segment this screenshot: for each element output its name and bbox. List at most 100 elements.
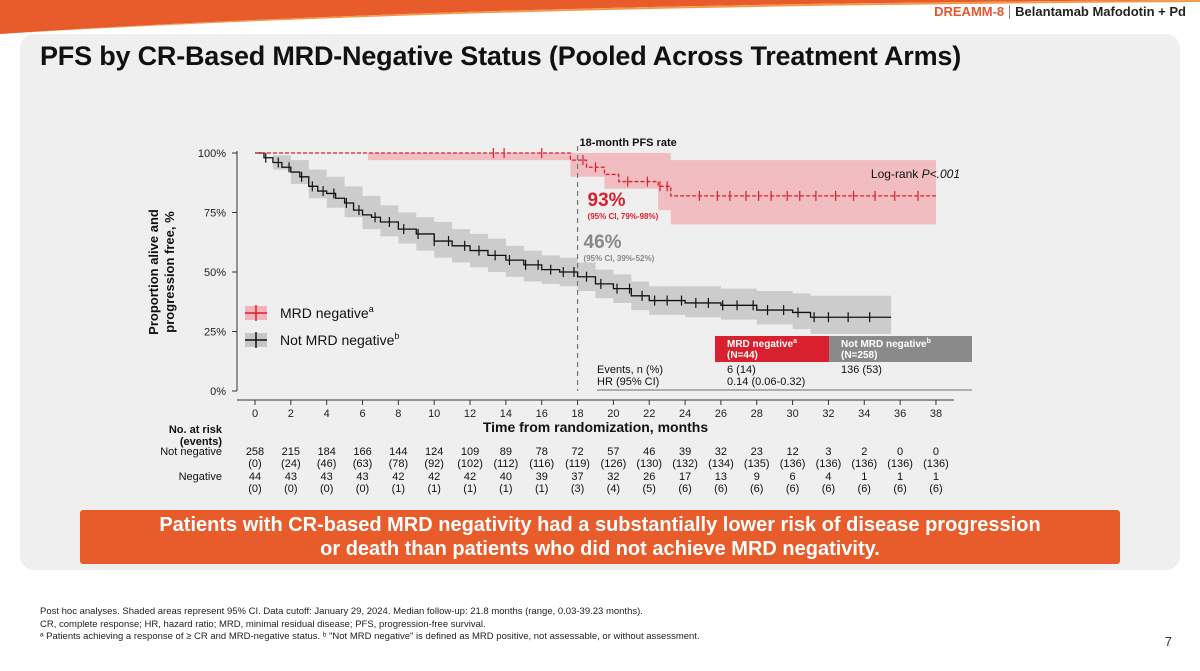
page-title: PFS by CR-Based MRD-Negative Status (Poo… xyxy=(40,41,962,71)
x-tick-label: 10 xyxy=(428,408,440,420)
footnote-2: CR, complete response; HR, hazard ratio;… xyxy=(40,618,486,630)
x-axis-label: Time from randomization, months xyxy=(483,419,709,435)
risk-event-cell: (6) xyxy=(821,483,836,495)
x-tick-label: 30 xyxy=(786,408,798,420)
risk-cell: 109 xyxy=(460,446,480,458)
risk-cell: 1 xyxy=(861,471,868,483)
stats-row-label: Events, n (%) xyxy=(597,364,663,376)
x-tick-label: 28 xyxy=(751,408,763,420)
risk-event-cell: (6) xyxy=(714,483,728,495)
ci-band-not-mrd-negative xyxy=(255,153,892,334)
risk-event-cell: (3) xyxy=(570,483,585,495)
risk-event-cell: (1) xyxy=(463,483,477,495)
risk-label-negative: Negative xyxy=(178,471,222,483)
x-tick-label: 6 xyxy=(359,408,365,420)
risk-cell: 9 xyxy=(753,471,760,483)
brand-header: DREAMM-8 Belantamab Mafodotin + Pd xyxy=(934,4,1186,19)
risk-heading: No. at risk (events) xyxy=(168,424,222,448)
landmark-label: 18-month PFS rate xyxy=(580,137,677,149)
landmark-ci-not-mrd-negative: (95% CI, 39%-52%) xyxy=(584,254,655,263)
risk-event-cell: (102) xyxy=(457,458,483,470)
stats-header-0 xyxy=(715,336,829,362)
risk-label-not-negative: Not negative xyxy=(160,446,222,458)
risk-cell: 144 xyxy=(389,446,408,458)
risk-event-cell: (6) xyxy=(893,483,907,495)
risk-event-cell: (126) xyxy=(600,458,627,470)
x-tick-label: 8 xyxy=(395,408,401,420)
x-tick-label: 0 xyxy=(252,408,258,420)
stats-row-label: HR (95% CI) xyxy=(597,376,659,388)
x-tick-label: 20 xyxy=(607,408,619,420)
y-tick-label: 0% xyxy=(210,386,226,398)
risk-event-cell: (130) xyxy=(636,458,663,470)
risk-event-cell: (1) xyxy=(534,483,549,495)
risk-cell: 42 xyxy=(392,471,405,483)
risk-cell: 12 xyxy=(786,446,799,458)
risk-cell: 42 xyxy=(428,471,441,483)
risk-cell: 23 xyxy=(750,446,763,458)
x-tick-label: 38 xyxy=(930,408,942,420)
x-tick-label: 2 xyxy=(288,408,294,420)
content-panel xyxy=(20,34,1180,570)
risk-cell: 17 xyxy=(678,471,692,483)
x-tick-label: 32 xyxy=(822,408,834,420)
banner-line-2: or death than patients who did not achie… xyxy=(320,538,880,560)
x-tick-label: 4 xyxy=(324,408,330,420)
risk-event-cell: (6) xyxy=(785,483,800,495)
page-number: 7 xyxy=(1164,634,1172,649)
risk-event-cell: (6) xyxy=(678,483,692,495)
risk-cell: 4 xyxy=(825,471,832,483)
conclusion-banner: Patients with CR-based MRD negativity ha… xyxy=(80,510,1120,564)
y-tick-label: 25% xyxy=(204,327,226,339)
risk-cell: 39 xyxy=(535,471,548,483)
landmark-rate-not-mrd-negative: 46% xyxy=(584,232,622,253)
risk-event-cell: (63) xyxy=(352,458,373,470)
risk-event-cell: (136) xyxy=(887,458,913,470)
banner-line-1: Patients with CR-based MRD negativity ha… xyxy=(159,514,1041,536)
risk-cell: 72 xyxy=(571,446,584,458)
risk-cell: 43 xyxy=(284,471,297,483)
risk-cell: 184 xyxy=(317,446,336,458)
y-tick-label: 75% xyxy=(204,208,226,220)
risk-cell: 46 xyxy=(643,446,656,458)
study-name: DREAMM-8 xyxy=(934,4,1005,19)
risk-cell: 40 xyxy=(499,471,512,483)
risk-cell: 57 xyxy=(607,446,620,458)
x-tick-label: 36 xyxy=(894,408,906,420)
curve-mrd-negative xyxy=(255,152,936,197)
risk-event-cell: (1) xyxy=(391,483,406,495)
risk-event-cell: (6) xyxy=(929,483,943,495)
risk-event-cell: (0) xyxy=(248,458,262,470)
x-tick-label: 26 xyxy=(715,408,727,420)
landmark-rate-mrd-negative: 93% xyxy=(588,190,626,211)
risk-cell: 43 xyxy=(320,471,333,483)
stats-header-1 xyxy=(829,336,972,362)
x-tick-label: 16 xyxy=(536,408,548,420)
stats-value: 6 (14) xyxy=(727,364,756,376)
risk-event-cell: (134) xyxy=(708,458,734,470)
ci-band-mrd-negative xyxy=(255,153,936,225)
x-tick-label: 22 xyxy=(643,408,655,420)
stats-header-label: MRD negativea xyxy=(727,338,797,350)
risk-cell: 3 xyxy=(825,446,832,458)
risk-event-cell: (0) xyxy=(319,483,334,495)
legend-label: MRD negativea xyxy=(280,304,374,321)
risk-cell: 1 xyxy=(897,471,904,483)
y-tick-label: 100% xyxy=(198,148,226,160)
risk-event-cell: (0) xyxy=(355,483,370,495)
risk-cell: 0 xyxy=(897,446,904,458)
risk-cell: 13 xyxy=(714,471,728,483)
curve-not-mrd-negative xyxy=(255,152,892,318)
risk-event-cell: (1) xyxy=(427,483,441,495)
km-chart: 0%25%50%75%100%0 2 4 6 8 10 12 14 16 18 20 22 24 26 28… xyxy=(146,137,972,435)
risk-event-cell: (5) xyxy=(642,483,656,495)
risk-event-cell: (24) xyxy=(281,458,301,470)
risk-event-cell: (0) xyxy=(248,483,262,495)
risk-event-cell: (132) xyxy=(672,458,698,470)
x-tick-label: 24 xyxy=(679,408,691,420)
risk-event-cell: (136) xyxy=(815,458,842,470)
risk-event-cell: (136) xyxy=(779,458,806,470)
risk-event-cell: (0) xyxy=(284,483,298,495)
footnotes: Post hoc analyses. Shaded areas represen… xyxy=(40,606,700,644)
risk-cell: 78 xyxy=(535,446,548,458)
